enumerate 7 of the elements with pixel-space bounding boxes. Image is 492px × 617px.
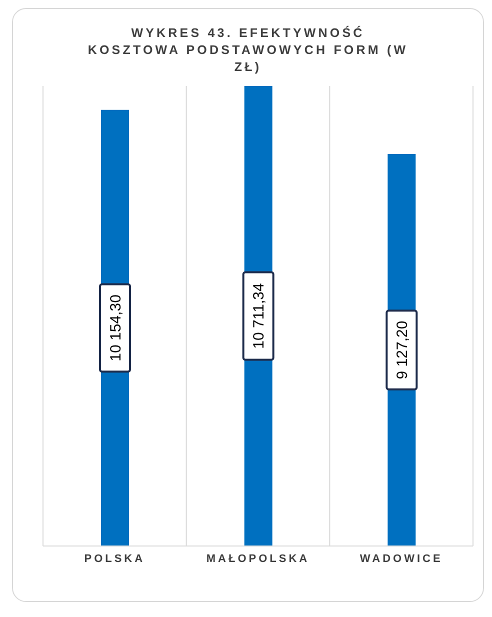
data-label: 10 154,30 (107, 294, 124, 362)
chart-title: WYKRES 43. EFEKTYWNOŚĆ KOSZTOWA PODSTAWOWYCH FORM (W ZŁ) (86, 24, 410, 76)
x-tick-label: WADOWICE (360, 552, 443, 565)
x-tick-label: MAŁOPOLSKA (206, 552, 310, 565)
data-label: 9 127,20 (394, 320, 411, 380)
data-label: 10 711,34 (250, 283, 268, 349)
x-tick-label: POLSKA (84, 552, 146, 565)
